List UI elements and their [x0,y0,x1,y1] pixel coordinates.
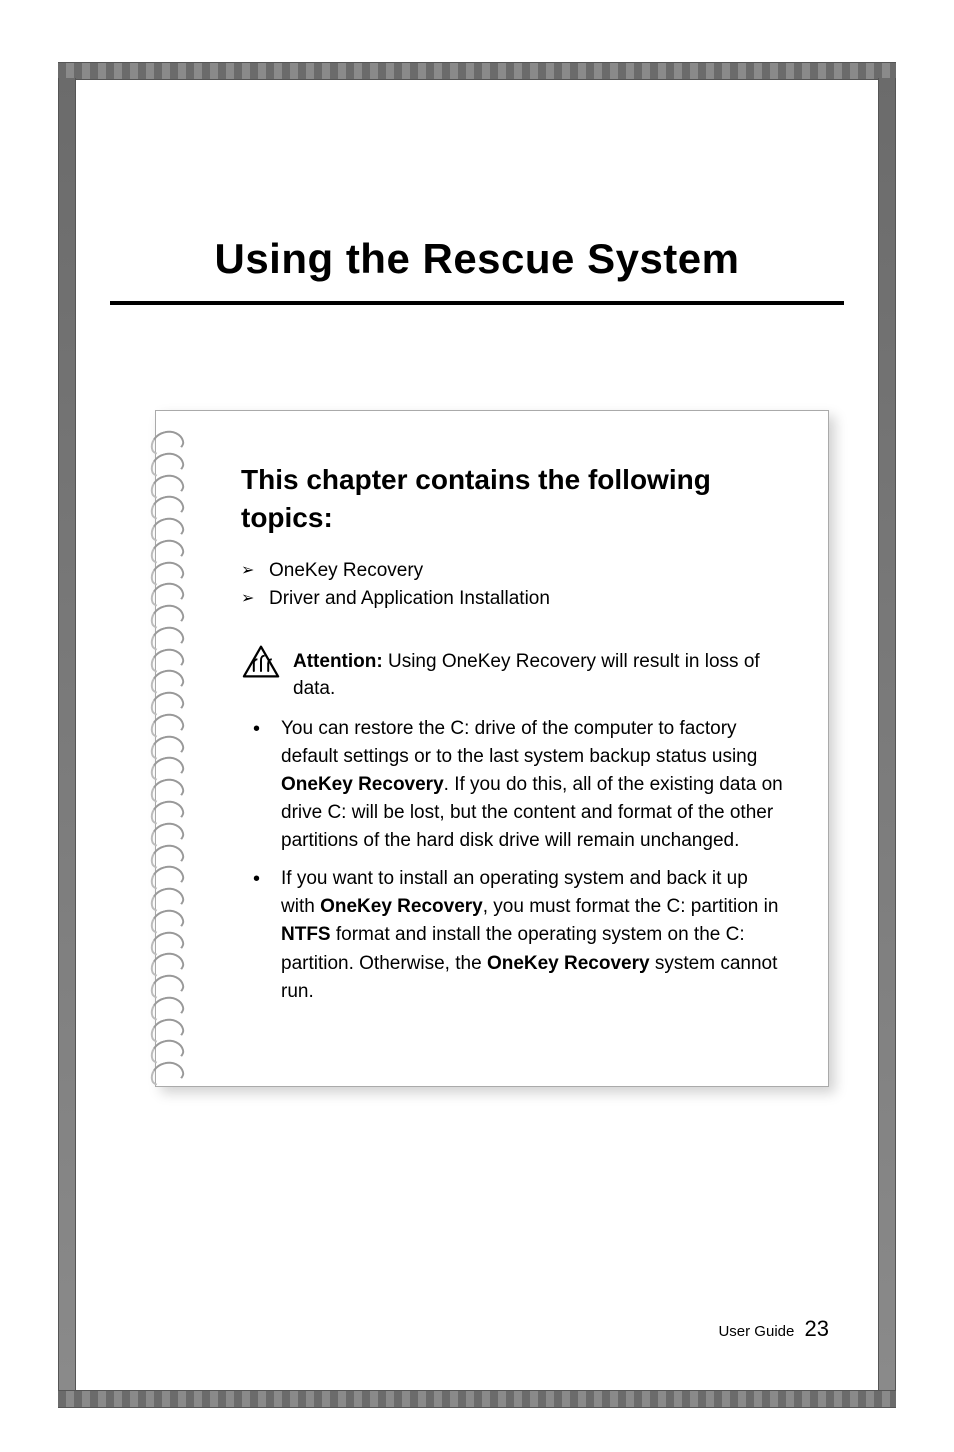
spiral-ring [150,779,184,798]
spiral-ring [150,496,184,515]
spiral-ring [150,1062,184,1081]
spiral-ring [150,888,184,907]
page-left-border [58,78,76,1390]
bullet-item: You can restore the C: drive of the comp… [241,715,783,856]
spiral-ring [150,736,184,755]
spiral-ring [150,866,184,885]
spiral-ring [150,518,184,537]
page-right-border [878,78,896,1390]
attention-label: Attention: [293,651,383,672]
bullet-text: You can restore the C: drive of the comp… [281,718,757,767]
spiral-ring [150,583,184,602]
spiral-ring [150,605,184,624]
page-number: 23 [805,1316,829,1341]
attention-icon [241,644,281,680]
bullet-bold: OneKey Recovery [320,896,483,917]
spiral-ring [150,975,184,994]
topic-item: OneKey Recovery [241,557,783,586]
footer-label: User Guide [718,1323,794,1340]
content-area: Using the Rescue System This chapter con… [90,100,864,1362]
spiral-ring [150,431,184,450]
bullet-bold: OneKey Recovery [487,953,650,974]
spiral-ring [150,540,184,559]
spiral-ring [150,1040,184,1059]
bullet-item: If you want to install an operating syst… [241,865,783,1006]
page-bottom-border [58,1390,896,1408]
spiral-ring [150,692,184,711]
spiral-ring [150,932,184,951]
topics-list: OneKey Recovery Driver and Application I… [241,557,783,614]
spiral-ring [150,910,184,929]
spiral-ring [150,801,184,820]
spiral-binding [150,426,195,1081]
chapter-box: This chapter contains the following topi… [155,410,829,1087]
spiral-ring [150,953,184,972]
title-underline [110,301,844,305]
attention-text: Attention: Using OneKey Recovery will re… [293,644,783,703]
chapter-heading: This chapter contains the following topi… [241,461,783,537]
spiral-ring [150,670,184,689]
bullet-list: You can restore the C: drive of the comp… [241,715,783,1006]
spiral-ring [150,562,184,581]
topic-item: Driver and Application Installation [241,585,783,614]
page-title: Using the Rescue System [90,235,864,283]
page-top-border [58,62,896,80]
spiral-ring [150,1019,184,1038]
spiral-ring [150,475,184,494]
spiral-ring [150,823,184,842]
bullet-bold: NTFS [281,924,331,945]
spiral-ring [150,757,184,776]
spiral-ring [150,453,184,472]
spiral-ring [150,714,184,733]
spiral-ring [150,997,184,1016]
spiral-ring [150,845,184,864]
bullet-bold: OneKey Recovery [281,774,444,795]
spiral-ring [150,627,184,646]
spiral-ring [150,649,184,668]
page-footer: User Guide 23 [718,1316,829,1342]
attention-row: Attention: Using OneKey Recovery will re… [241,644,783,703]
bullet-text: , you must format the C: partition in [483,896,779,917]
